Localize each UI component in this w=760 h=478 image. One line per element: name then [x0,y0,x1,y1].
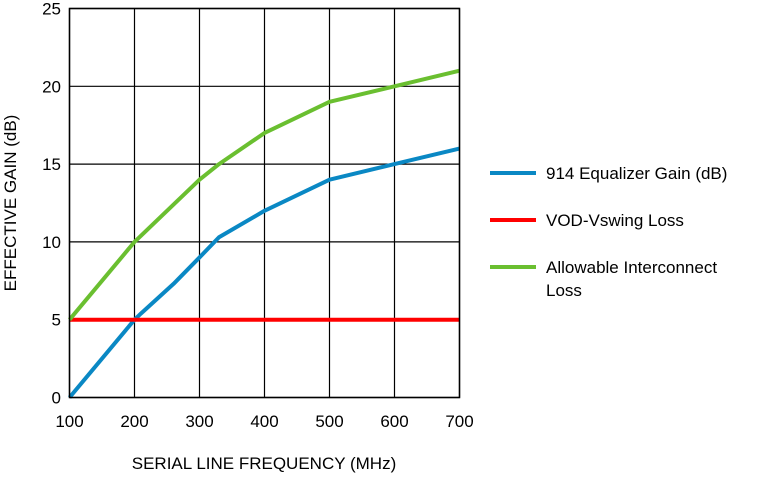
y-tick-label: 20 [42,77,61,96]
series-line-2 [67,68,460,321]
x-tick-label: 100 [55,412,83,431]
legend-label: Allowable Interconnect Loss [546,258,717,300]
x-tick-label: 200 [120,412,148,431]
legend: 914 Equalizer Gain (dB) VOD-Vswing Loss Al… [490,164,727,300]
x-tick-label: 600 [380,412,408,431]
x-tick-label: 300 [185,412,213,431]
series-line-0 [67,146,460,399]
y-tick-label: 15 [42,155,61,174]
grid [68,7,461,399]
x-tick-label: 500 [315,412,343,431]
y-tick-label: 10 [42,233,61,252]
tick-labels: 100 200 300 400 500 600 700 0 5 10 15 20 25 [42,0,474,431]
x-tick-label: 700 [445,412,473,431]
series-lines [67,68,460,399]
y-tick-label: 5 [52,311,61,330]
legend-label: 914 Equalizer Gain (dB) [546,164,727,183]
plot-frame [68,7,461,399]
legend-label: VOD-Vswing Loss [546,211,684,230]
y-tick-label: 25 [42,0,61,19]
x-axis-label: SERIAL LINE FREQUENCY (MHz) [132,454,397,473]
y-tick-label: 0 [52,389,61,408]
x-tick-label: 400 [250,412,278,431]
y-axis-label: EFFECTIVE GAIN (dB) [1,115,20,292]
